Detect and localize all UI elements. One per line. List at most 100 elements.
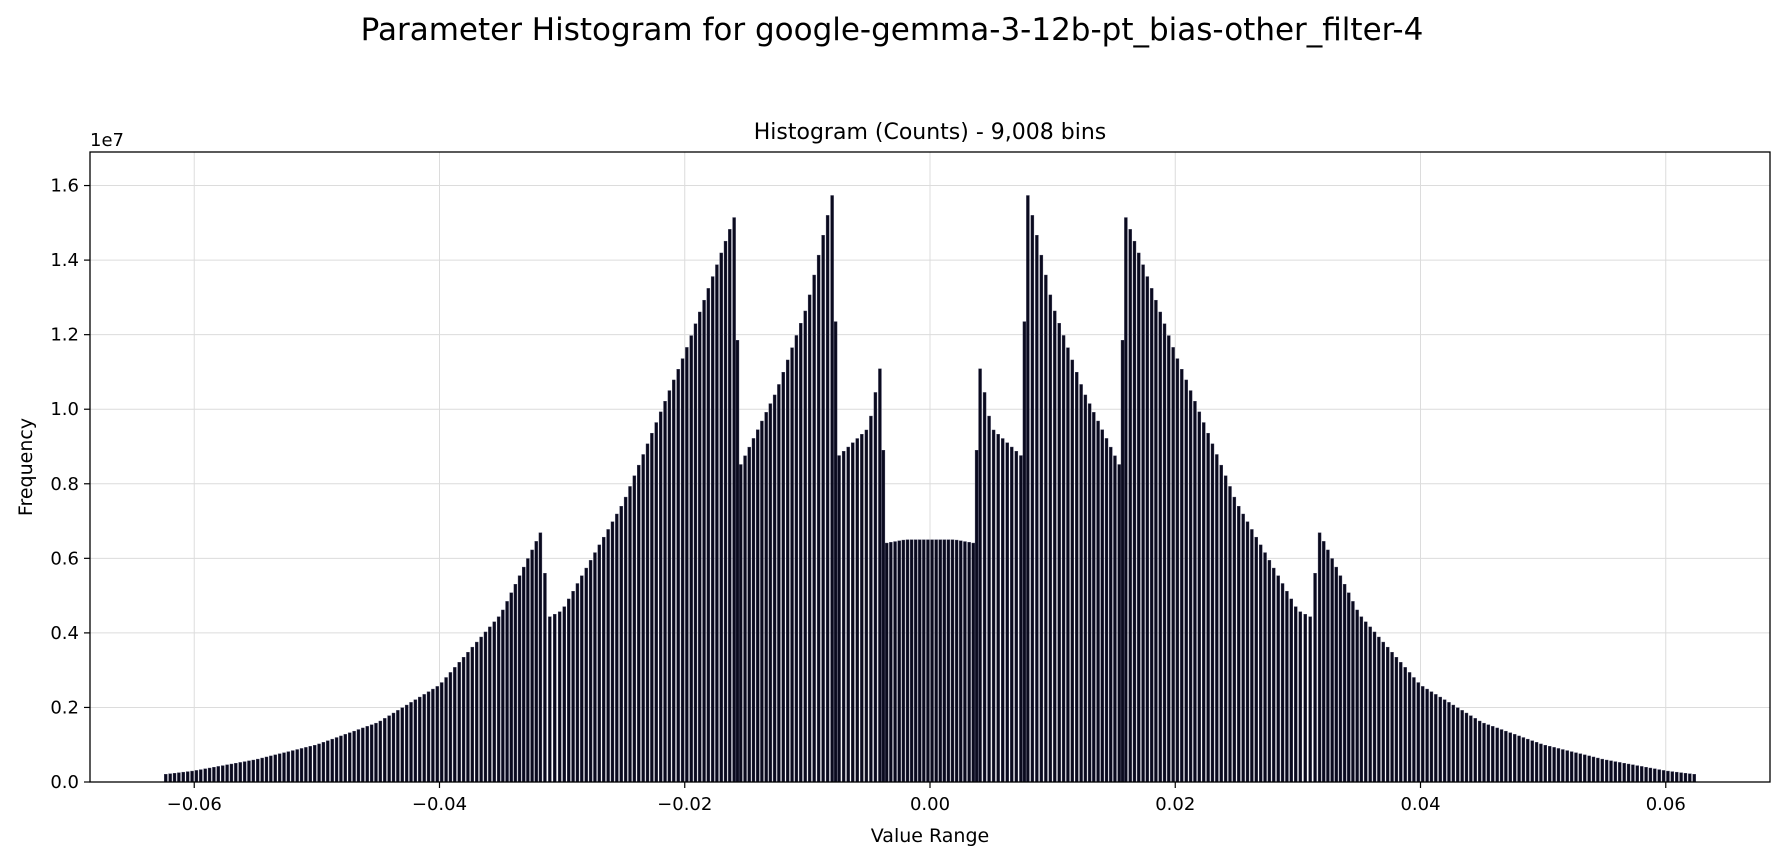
histogram-bar	[348, 732, 352, 783]
histogram-bar	[225, 764, 229, 783]
histogram-bar	[168, 773, 172, 783]
histogram-bar	[851, 442, 855, 783]
histogram-bar	[404, 704, 409, 783]
histogram-bar	[475, 641, 479, 783]
histogram-bar	[794, 335, 799, 783]
histogram-bar	[1188, 390, 1193, 783]
histogram-bar	[361, 727, 365, 783]
histogram-bars	[164, 195, 1696, 783]
histogram-bar	[606, 529, 610, 783]
histogram-bar	[1053, 310, 1057, 783]
histogram-bar	[728, 229, 732, 783]
histogram-bar	[1241, 513, 1245, 783]
histogram-bar	[1596, 757, 1600, 783]
histogram-bar	[216, 766, 221, 783]
histogram-bar	[739, 464, 743, 783]
histogram-bar	[1416, 682, 1421, 783]
histogram-bar	[772, 394, 777, 783]
histogram-bar	[1385, 646, 1390, 783]
histogram-bar	[1137, 252, 1141, 783]
histogram-bar	[291, 750, 295, 783]
histogram-bar	[1679, 772, 1683, 783]
histogram-bar	[496, 616, 501, 783]
histogram-bar	[584, 567, 588, 783]
histogram-bar	[1005, 442, 1009, 783]
histogram-bar	[938, 539, 942, 783]
histogram-bar	[790, 347, 794, 783]
histogram-bar	[1232, 496, 1237, 783]
histogram-bar	[715, 264, 719, 783]
histogram-bar	[710, 276, 715, 783]
histogram-bar	[1600, 758, 1604, 783]
histogram-bar	[1070, 359, 1075, 783]
histogram-bar	[918, 539, 922, 783]
histogram-bar	[1574, 752, 1578, 783]
histogram-bar	[1438, 696, 1442, 783]
histogram-bar	[334, 737, 339, 783]
histogram-bar	[1583, 754, 1587, 783]
histogram-bar	[557, 611, 562, 783]
histogram-bar	[1499, 729, 1504, 783]
histogram-bar	[1276, 575, 1280, 783]
histogram-bar	[1442, 699, 1447, 783]
histogram-bar	[1504, 730, 1508, 783]
histogram-bar	[1618, 762, 1622, 783]
histogram-bar	[1347, 592, 1351, 783]
histogram-bar	[1512, 734, 1517, 783]
histogram-bar	[909, 539, 914, 783]
histogram-bar	[1048, 294, 1053, 783]
histogram-bar	[756, 429, 760, 783]
histogram-bar	[1124, 217, 1128, 783]
histogram-bar	[954, 539, 959, 783]
histogram-bar	[1482, 722, 1486, 783]
histogram-bar	[1421, 686, 1425, 783]
histogram-bar	[1521, 737, 1526, 783]
histogram-bar	[1026, 195, 1030, 783]
histogram-bar	[365, 726, 369, 783]
x-tick-label: 0.02	[1155, 794, 1195, 815]
histogram-bar	[685, 347, 689, 783]
histogram-bar	[1087, 403, 1092, 783]
histogram-bar	[488, 626, 492, 783]
histogram-bar	[396, 710, 400, 783]
histogram-bar	[273, 754, 277, 783]
x-tick-label: −0.04	[412, 794, 467, 815]
histogram-bar	[1495, 727, 1499, 783]
histogram-bar	[1359, 616, 1364, 783]
histogram-bar	[1381, 641, 1385, 783]
histogram-bar	[1010, 446, 1014, 783]
histogram-bar	[610, 521, 615, 783]
histogram-bar	[1355, 609, 1359, 783]
histogram-bar	[199, 769, 203, 783]
histogram-bar	[628, 486, 632, 783]
histogram-bar	[1534, 742, 1539, 783]
histogram-bar	[1215, 454, 1219, 783]
histogram-bar	[1237, 506, 1241, 783]
histogram-bar	[593, 552, 597, 783]
histogram-bar	[453, 667, 457, 783]
histogram-bar	[526, 558, 530, 783]
histogram-bar	[435, 686, 439, 783]
histogram-bar	[422, 694, 426, 783]
histogram-bar	[256, 758, 260, 783]
histogram-bar	[1285, 591, 1289, 783]
histogram-bar	[1626, 763, 1631, 783]
histogram-bar	[672, 379, 676, 783]
histogram-bar	[317, 743, 321, 783]
histogram-bar	[1683, 773, 1688, 783]
histogram-bar	[768, 403, 773, 783]
y-tick-label: 0.2	[50, 697, 79, 718]
histogram-bar	[431, 688, 435, 783]
histogram-bar	[1338, 575, 1343, 783]
histogram-bar	[1364, 621, 1368, 783]
histogram-bar	[869, 415, 873, 783]
histogram-bar	[942, 539, 946, 783]
histogram-bar	[846, 446, 850, 783]
histogram-bar	[517, 575, 522, 783]
histogram-bar	[963, 541, 967, 783]
histogram-bar	[1639, 766, 1644, 783]
histogram-bar	[1044, 274, 1048, 783]
histogram-bar	[1132, 240, 1137, 783]
histogram-bar	[522, 566, 526, 783]
histogram-bar	[1412, 677, 1416, 783]
